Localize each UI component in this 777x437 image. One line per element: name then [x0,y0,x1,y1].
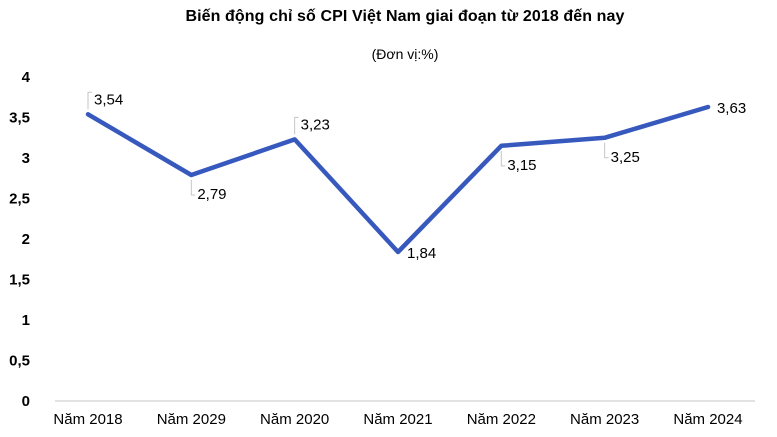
data-point-label: 3,54 [94,91,123,108]
x-axis-tick-label: Năm 2020 [260,411,329,428]
data-label-leader-line [604,142,609,159]
data-label-leader-line [294,116,299,135]
y-axis-tick-label: 1,5 [9,272,30,289]
data-point-label: 3,63 [717,100,746,117]
y-axis-tick-label: 1 [22,312,30,329]
data-label-leader-line [500,150,506,167]
x-axis-tick-label: Năm 2029 [157,411,226,428]
y-axis-tick-label: 0,5 [9,353,30,370]
x-axis-tick-label: Năm 2022 [467,411,536,428]
y-axis-tick-label: 2,5 [9,191,30,208]
cpi-series-line [85,104,711,255]
chart-subtitle: (Đơn vị:%) [371,46,439,62]
x-axis-tick-label: Năm 2018 [53,411,122,428]
y-axis-tick-label: 3 [22,150,30,167]
data-point-label: 3,23 [301,116,330,133]
x-axis-tick-label: Năm 2023 [570,411,639,428]
y-axis-tick-label: 0 [22,393,30,410]
chart-title: Biến động chỉ số CPI Việt Nam giai đoạn … [185,8,625,25]
data-label-leader-line [190,180,196,196]
x-axis-tick-label: Năm 2024 [673,411,742,428]
data-label-leader-line [87,91,92,110]
data-point-label: 3,15 [507,157,536,174]
data-point-label: 1,84 [407,245,436,262]
y-axis-tick-label: 3,5 [9,110,30,127]
y-axis-tick-label: 4 [22,69,31,86]
y-axis-tick-label: 2 [22,231,30,248]
data-point-label: 2,79 [197,186,226,203]
data-point-label: 3,25 [611,149,640,166]
x-axis-tick-label: Năm 2021 [363,411,432,428]
